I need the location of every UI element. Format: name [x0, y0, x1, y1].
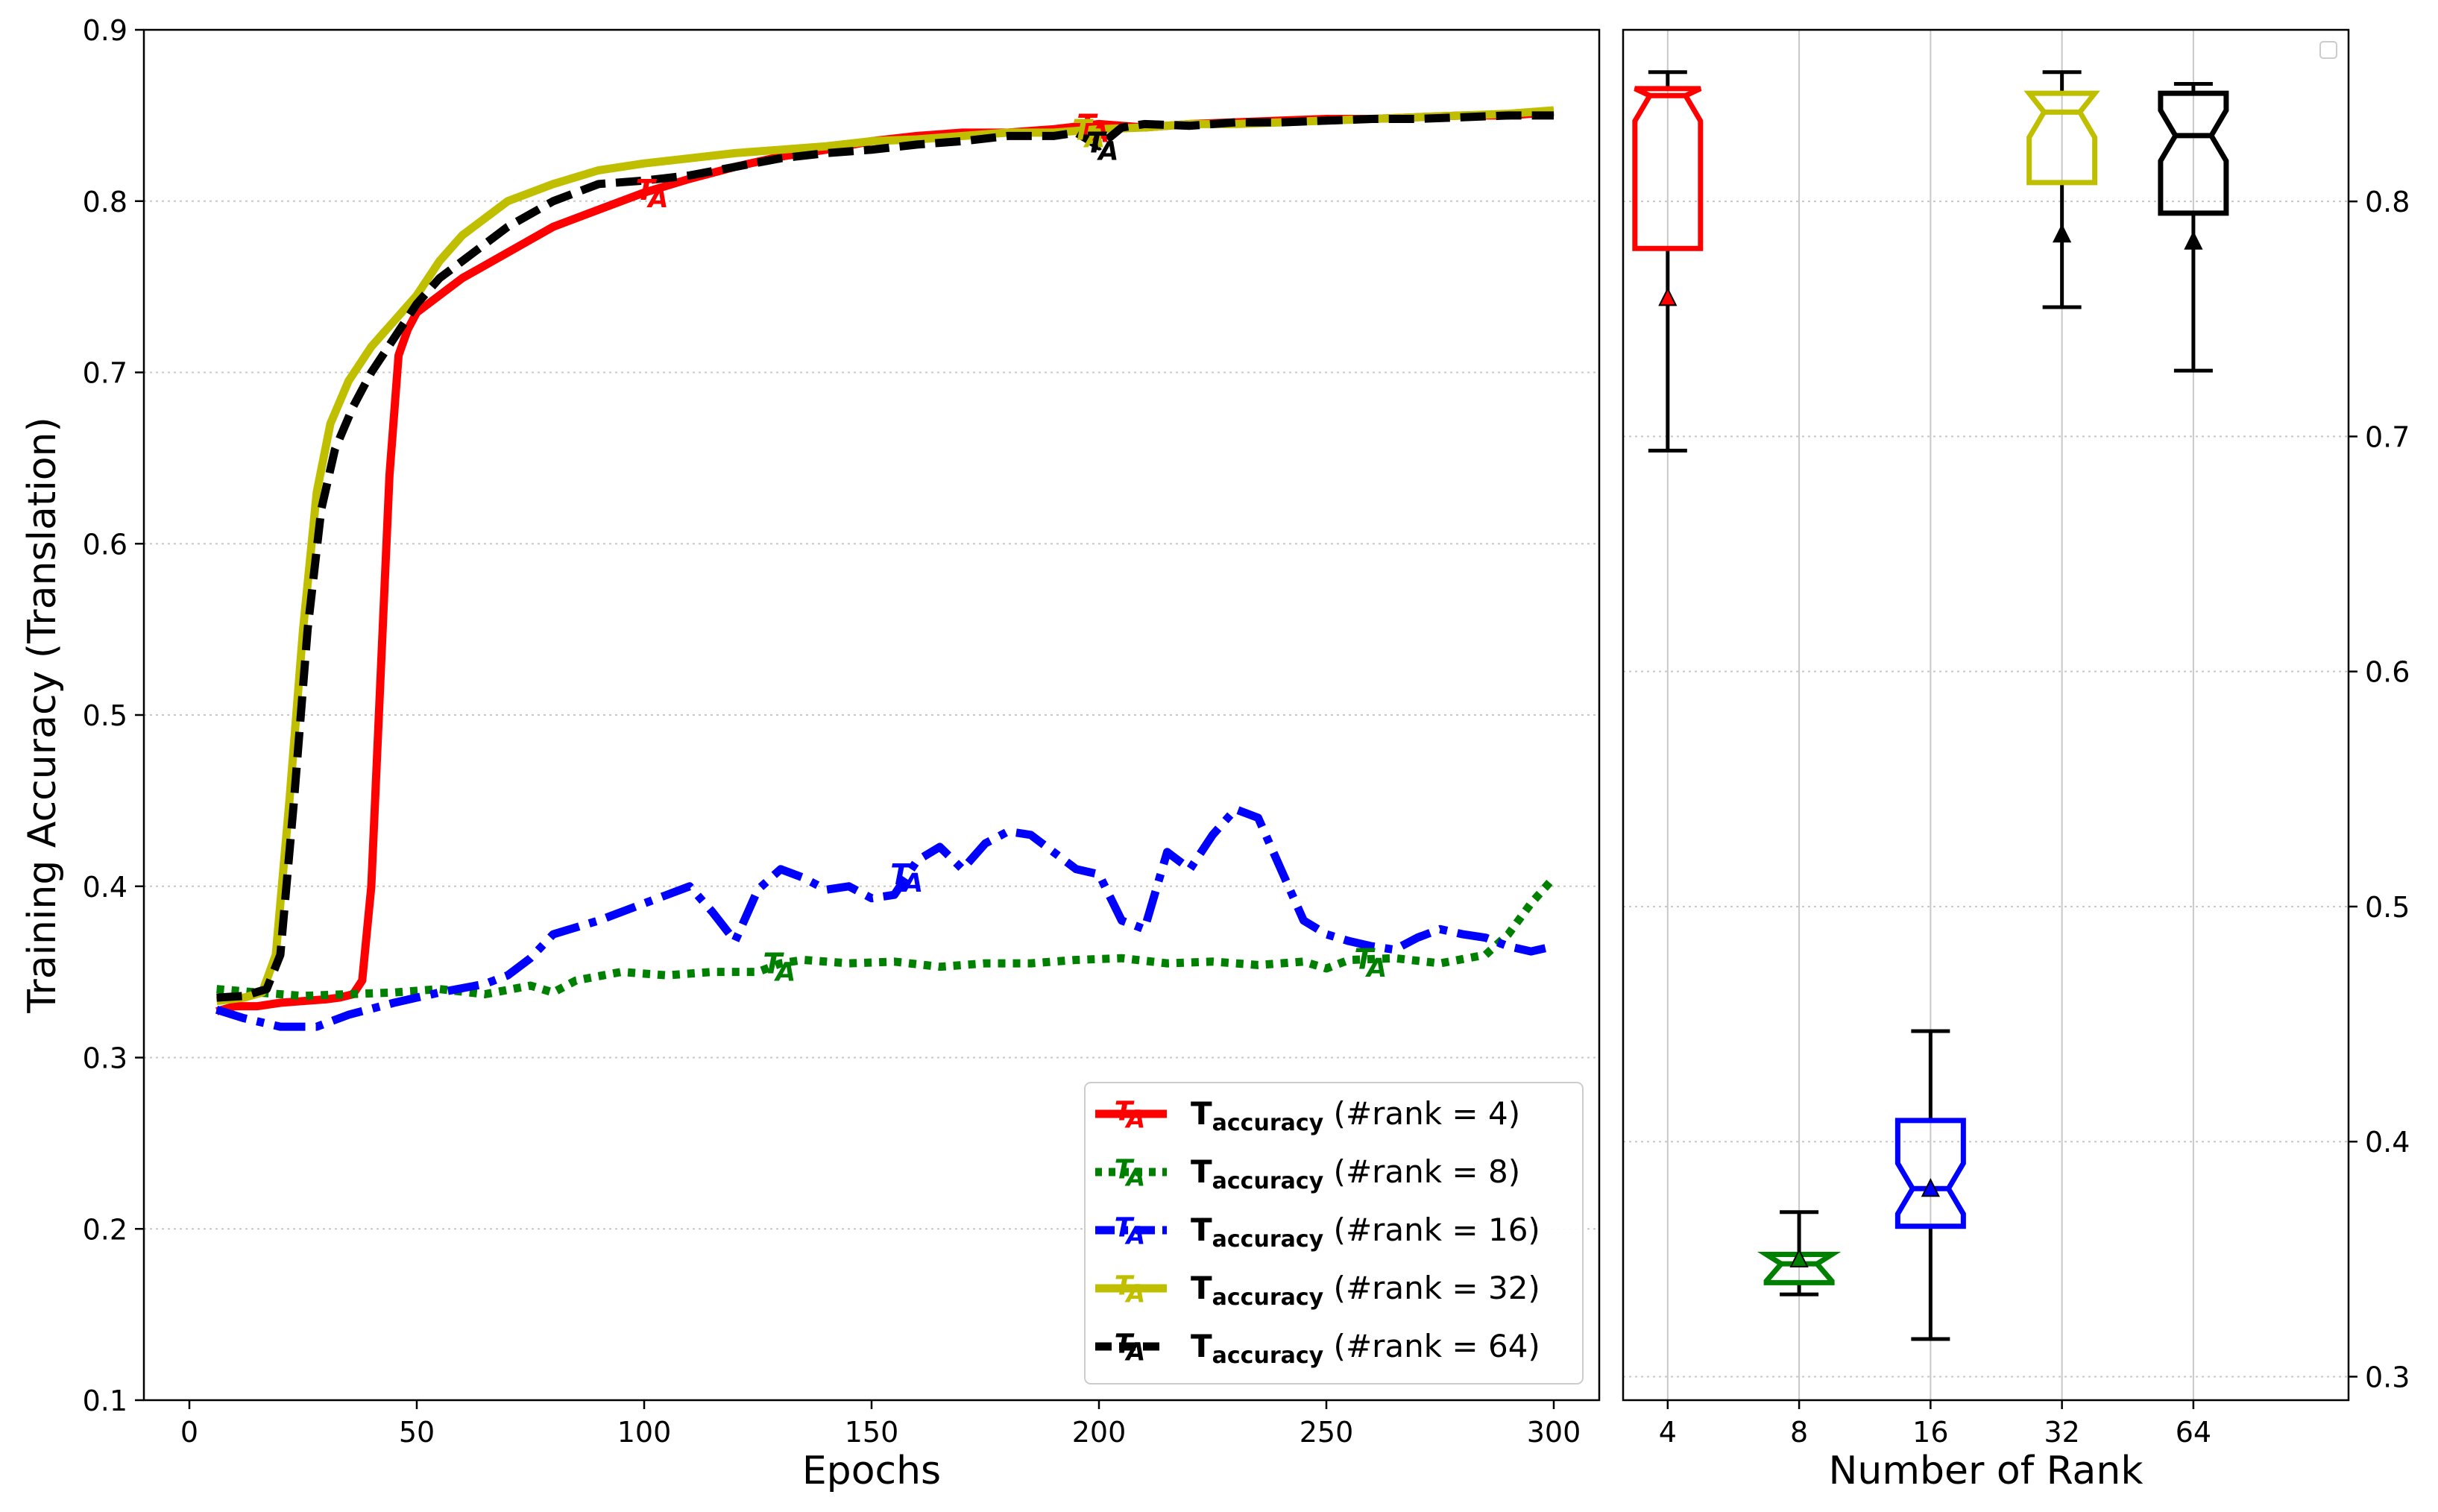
box-8 — [1757, 1210, 1842, 1297]
series-marker: T — [1086, 126, 1107, 159]
legend-marker: T — [1115, 1271, 1135, 1302]
legend-marker: T — [1115, 1329, 1135, 1360]
left-grid — [144, 200, 1599, 1230]
left-x-tick-label: 0 — [180, 1416, 198, 1449]
right-y-ticks: 0.3 0.4 0.5 0.6 0.7 0.8 — [2349, 186, 2410, 1393]
right-y-tick-label: 0.8 — [2365, 186, 2410, 218]
series-marker: A — [1096, 137, 1118, 167]
box-mean-marker — [1658, 287, 1678, 306]
box-mean-marker — [2053, 224, 2072, 243]
left-x-tick-label: 300 — [1527, 1416, 1581, 1449]
series-marker: T — [763, 947, 784, 980]
left-y-tick-label: 0.9 — [83, 14, 127, 47]
box-mean-marker — [2184, 230, 2203, 250]
left-x-ticks: 0 50 100 150 200 250 300 — [180, 1400, 1581, 1449]
series-line — [216, 111, 1554, 1002]
series-marker: T — [636, 174, 658, 207]
box-mean-marker — [1789, 1248, 1809, 1267]
left-y-tick-label: 0.6 — [83, 528, 127, 561]
series-marker: T — [1077, 108, 1098, 141]
left-y-tick-label: 0.4 — [83, 871, 127, 904]
legend-label: Taccuracy (#rank = 64) — [1191, 1328, 1540, 1369]
series-line — [215, 107, 1555, 1015]
left-x-tick-label: 250 — [1300, 1416, 1354, 1449]
legend-marker: T — [1115, 1213, 1135, 1244]
right-x-axis-label: Number of Rank — [1829, 1449, 2144, 1493]
legend-marker: T — [1115, 1097, 1135, 1127]
right-grid — [1623, 30, 2349, 1400]
box-64 — [2158, 82, 2229, 373]
legend-label: Taccuracy (#rank = 16) — [1191, 1212, 1540, 1253]
left-y-tick-label: 0.7 — [83, 357, 127, 390]
left-y-tick-label: 0.8 — [83, 186, 127, 218]
box-body — [1757, 1252, 1842, 1285]
series-marker: A — [646, 184, 669, 214]
left-x-tick-label: 150 — [845, 1416, 899, 1449]
right-plot-frame — [1622, 28, 2350, 1402]
left-x-axis-label: Epochs — [802, 1449, 941, 1493]
right-y-tick-label: 0.3 — [2365, 1361, 2410, 1393]
legend-marker: A — [1124, 1162, 1146, 1191]
legend-marker: A — [1124, 1104, 1146, 1133]
box-32 — [2023, 70, 2100, 309]
left-series-lines — [215, 106, 1557, 1031]
series-marker: A — [901, 869, 923, 898]
left-y-tick-label: 0.5 — [83, 699, 127, 732]
box-body — [2158, 90, 2229, 216]
right-x-tick-label: 4 — [1659, 1416, 1677, 1449]
legend-label: Taccuracy (#rank = 32) — [1191, 1270, 1540, 1311]
legend-box — [1084, 1082, 1584, 1385]
series-marker: T — [1354, 943, 1376, 976]
right-y-tick-label: 0.7 — [2365, 420, 2410, 453]
right-empty-legend — [2319, 41, 2337, 59]
left-x-tick-label: 50 — [399, 1416, 435, 1449]
series-line — [216, 875, 1557, 1001]
box-mean-marker — [1921, 1178, 1940, 1197]
series-marker: T — [890, 858, 912, 891]
left-y-ticks: 0.1 0.2 0.3 0.4 0.5 0.6 0.7 0.8 0.9 — [83, 14, 144, 1417]
series-line — [215, 106, 1555, 1006]
right-y-tick-label: 0.4 — [2365, 1126, 2410, 1159]
legend-label: Taccuracy (#rank = 4) — [1191, 1095, 1520, 1136]
box-body — [2023, 90, 2100, 186]
box-4 — [1632, 70, 1704, 453]
right-x-tick-label: 64 — [2176, 1416, 2211, 1449]
box-16 — [1894, 1029, 1966, 1341]
right-x-ticks: 4 8 16 32 64 — [1659, 1400, 2211, 1449]
legend-label: Taccuracy (#rank = 8) — [1191, 1153, 1520, 1194]
left-y-axis-label: Training Accuracy (Translation) — [20, 417, 65, 1014]
legend-marker: A — [1124, 1220, 1146, 1250]
series-line — [215, 804, 1555, 1031]
legend-marker: A — [1124, 1279, 1146, 1308]
legend: TA Taccuracy (#rank = 4)TA Taccuracy (#ran… — [1084, 1082, 1584, 1385]
right-x-tick-label: 32 — [2044, 1416, 2079, 1449]
left-y-tick-label: 0.3 — [83, 1042, 127, 1075]
left-x-tick-label: 200 — [1072, 1416, 1127, 1449]
box-body — [1632, 86, 1704, 251]
series-marker: A — [1087, 119, 1109, 149]
right-y-tick-label: 0.5 — [2365, 891, 2410, 924]
left-x-tick-label: 100 — [617, 1416, 672, 1449]
rank-box-chart: 4 8 16 32 64 0.3 0.4 0.5 0.6 0.7 0.8 Number of Ra… — [1622, 28, 2410, 1493]
right-x-tick-label: 8 — [1790, 1416, 1808, 1449]
series-marker: A — [773, 958, 796, 988]
left-y-tick-label: 0.1 — [83, 1385, 127, 1417]
series-marker: A — [1364, 954, 1387, 983]
right-x-tick-label: 16 — [1912, 1416, 1948, 1449]
right-y-tick-label: 0.6 — [2365, 656, 2410, 689]
legend-marker: A — [1124, 1337, 1146, 1366]
right-boxes — [1632, 70, 2229, 1341]
series-marker: T — [1072, 113, 1094, 146]
box-body — [1894, 1118, 1966, 1229]
legend-marker: T — [1115, 1155, 1135, 1185]
left-y-tick-label: 0.2 — [83, 1213, 127, 1246]
series-marker: A — [1083, 125, 1105, 154]
